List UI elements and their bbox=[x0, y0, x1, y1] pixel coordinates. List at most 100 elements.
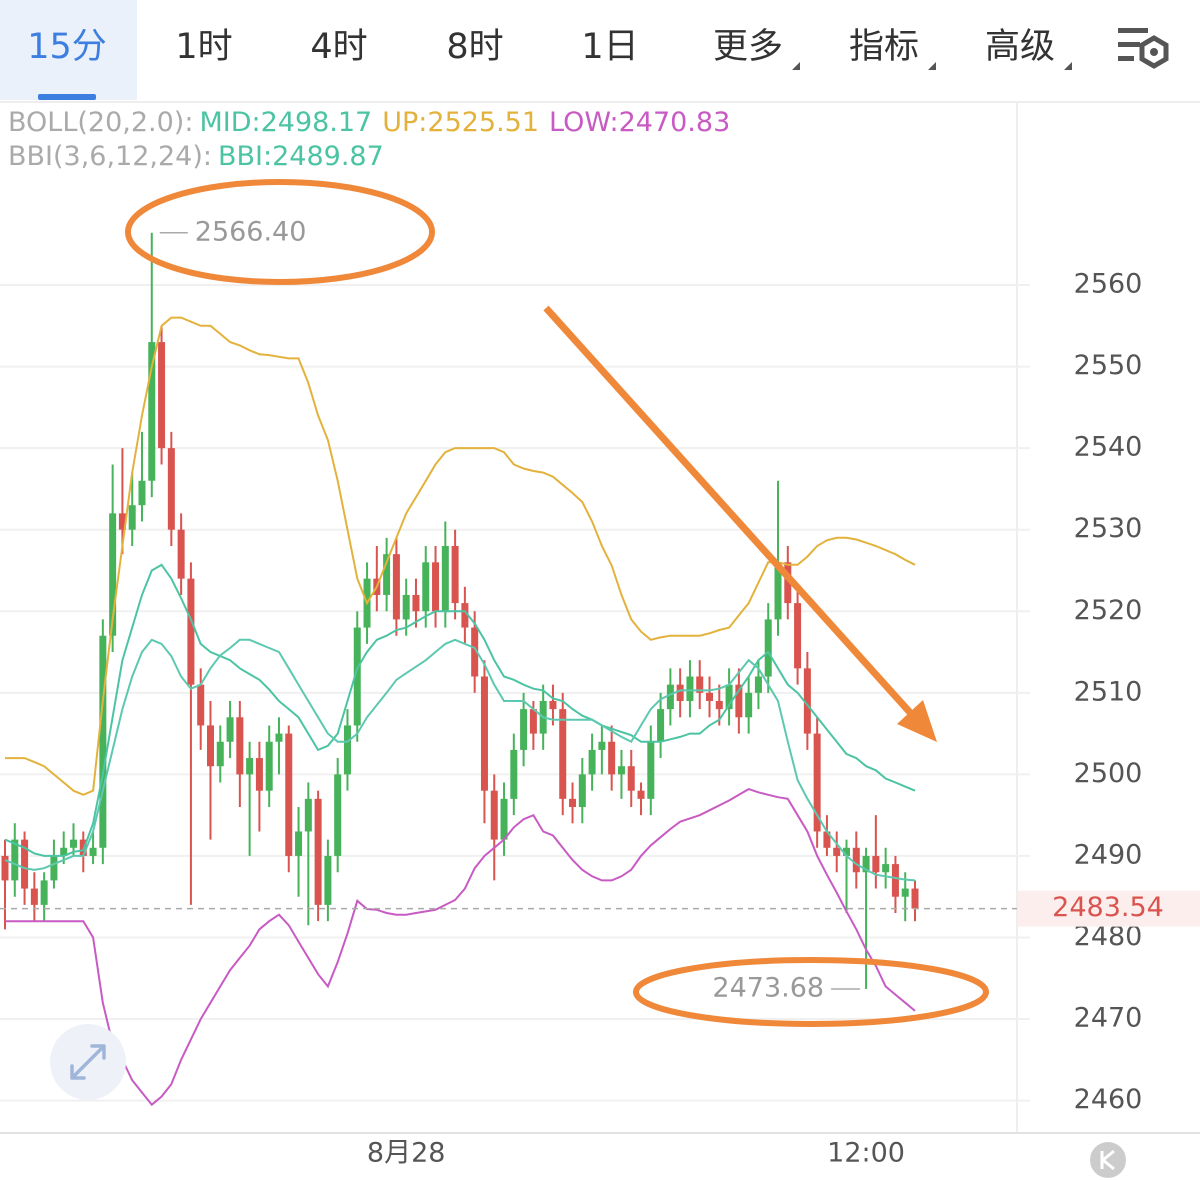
candle-body bbox=[794, 603, 802, 669]
indicator-line bbox=[5, 788, 916, 1107]
y-tick-label: 2540 bbox=[1074, 432, 1143, 463]
dropdown-caret bbox=[1064, 62, 1072, 70]
tab[interactable]: 15分 bbox=[27, 27, 107, 67]
candle-body bbox=[99, 635, 107, 848]
candle-body bbox=[745, 692, 753, 718]
indicator-label: BBI(3,6,12,24): bbox=[8, 141, 212, 172]
k-bg bbox=[1090, 1142, 1126, 1178]
candle-body bbox=[21, 839, 29, 889]
candle-body bbox=[647, 741, 655, 799]
y-tick-label: 2560 bbox=[1074, 269, 1143, 300]
candle-body bbox=[657, 709, 665, 742]
indicator-value: LOW:2470.83 bbox=[549, 107, 730, 138]
k-button[interactable] bbox=[1090, 1142, 1126, 1178]
candle-body bbox=[862, 855, 870, 873]
dropdown-caret bbox=[928, 62, 936, 70]
indicator-line bbox=[4, 563, 916, 857]
candle-body bbox=[432, 562, 440, 612]
candle-body bbox=[314, 798, 322, 905]
trend-arrow bbox=[543, 305, 918, 721]
last-price-bg bbox=[1018, 890, 1200, 927]
tab[interactable]: 指标 bbox=[849, 27, 919, 67]
tab[interactable]: 更多 bbox=[713, 27, 783, 67]
candle-body bbox=[295, 831, 303, 856]
candle-body bbox=[392, 554, 400, 620]
candle-body bbox=[754, 676, 762, 693]
expand-icon bbox=[70, 1044, 106, 1080]
candle-body bbox=[216, 741, 224, 767]
icon-bar bbox=[1118, 56, 1134, 61]
candle-body bbox=[69, 839, 77, 848]
candle-body bbox=[226, 717, 234, 742]
candle-body bbox=[246, 758, 254, 775]
candle-body bbox=[872, 855, 880, 873]
candle-body bbox=[451, 546, 459, 604]
candle-body bbox=[471, 627, 479, 677]
candle-body bbox=[343, 725, 351, 775]
candle-body bbox=[206, 725, 214, 767]
icon-hex bbox=[1139, 35, 1169, 69]
candle-body bbox=[578, 774, 586, 807]
candle-body bbox=[598, 741, 606, 750]
candle-body bbox=[813, 733, 821, 832]
tab[interactable]: 1时 bbox=[175, 27, 232, 67]
y-tick-label: 2520 bbox=[1074, 595, 1143, 626]
y-tick-label: 2460 bbox=[1074, 1084, 1143, 1115]
candle-body bbox=[901, 888, 909, 897]
y-tick-label: 2510 bbox=[1074, 676, 1143, 707]
candle-body bbox=[608, 741, 616, 775]
candle-body bbox=[236, 717, 244, 775]
candle-body bbox=[40, 880, 48, 905]
candle-body bbox=[803, 668, 811, 734]
candle-body bbox=[696, 676, 704, 693]
y-tick-label: 2500 bbox=[1074, 758, 1143, 789]
icon-bar bbox=[1118, 42, 1140, 47]
candle-body bbox=[402, 594, 410, 620]
expand-button[interactable] bbox=[50, 1024, 126, 1100]
y-tick-label: 2490 bbox=[1074, 839, 1143, 870]
candle-body bbox=[500, 798, 508, 840]
candle-body bbox=[197, 684, 205, 726]
candle-body bbox=[461, 603, 469, 628]
indicator-header: BOLL(20,2.0): MID:2498.17 UP:2525.51 LOW:24… bbox=[8, 107, 730, 172]
k-icon bbox=[1100, 1149, 1115, 1171]
trend-arrowhead bbox=[897, 700, 937, 742]
settings-icon[interactable] bbox=[1118, 28, 1169, 69]
tab[interactable]: 8时 bbox=[446, 27, 503, 67]
candle-body bbox=[60, 847, 68, 856]
candle-body bbox=[412, 594, 420, 612]
x-tick-label: 12:00 bbox=[827, 1138, 905, 1169]
candle-body bbox=[666, 684, 674, 710]
candle-body bbox=[774, 562, 782, 620]
candle-body bbox=[911, 888, 919, 909]
highlight-ellipse bbox=[125, 179, 435, 285]
candle-body bbox=[833, 847, 841, 856]
candle-body bbox=[158, 342, 166, 449]
candle-body bbox=[882, 864, 890, 873]
tab[interactable]: 1日 bbox=[581, 27, 638, 67]
indicator-line: BOLL(20,2.0): MID:2498.17 UP:2525.51 LOW:24… bbox=[8, 107, 730, 138]
candle-body bbox=[275, 733, 283, 742]
candle-body bbox=[843, 847, 851, 856]
candle-body bbox=[891, 864, 899, 897]
candle-body bbox=[128, 505, 136, 530]
candle-body bbox=[490, 790, 498, 840]
candle-body bbox=[167, 448, 175, 530]
candle-body bbox=[480, 676, 488, 791]
tab[interactable]: 高级 bbox=[985, 27, 1055, 67]
tab[interactable]: 4时 bbox=[310, 27, 367, 67]
y-tick-label: 2550 bbox=[1074, 350, 1143, 381]
indicator-value: MID:2498.17 bbox=[199, 107, 372, 138]
candle-body bbox=[725, 684, 733, 710]
candle-body bbox=[510, 749, 518, 799]
selected-tab-underline bbox=[38, 94, 96, 100]
selected-tab-bg bbox=[0, 0, 137, 100]
candle-body bbox=[353, 627, 361, 726]
indicator-value: UP:2525.51 bbox=[382, 107, 539, 138]
min-label: 2473.68 bbox=[712, 973, 824, 1004]
candle-body bbox=[520, 709, 528, 750]
indicator-line bbox=[5, 316, 916, 796]
candle-body bbox=[529, 709, 537, 734]
indicator-line: BBI(3,6,12,24): BBI:2489.87 bbox=[8, 141, 384, 172]
